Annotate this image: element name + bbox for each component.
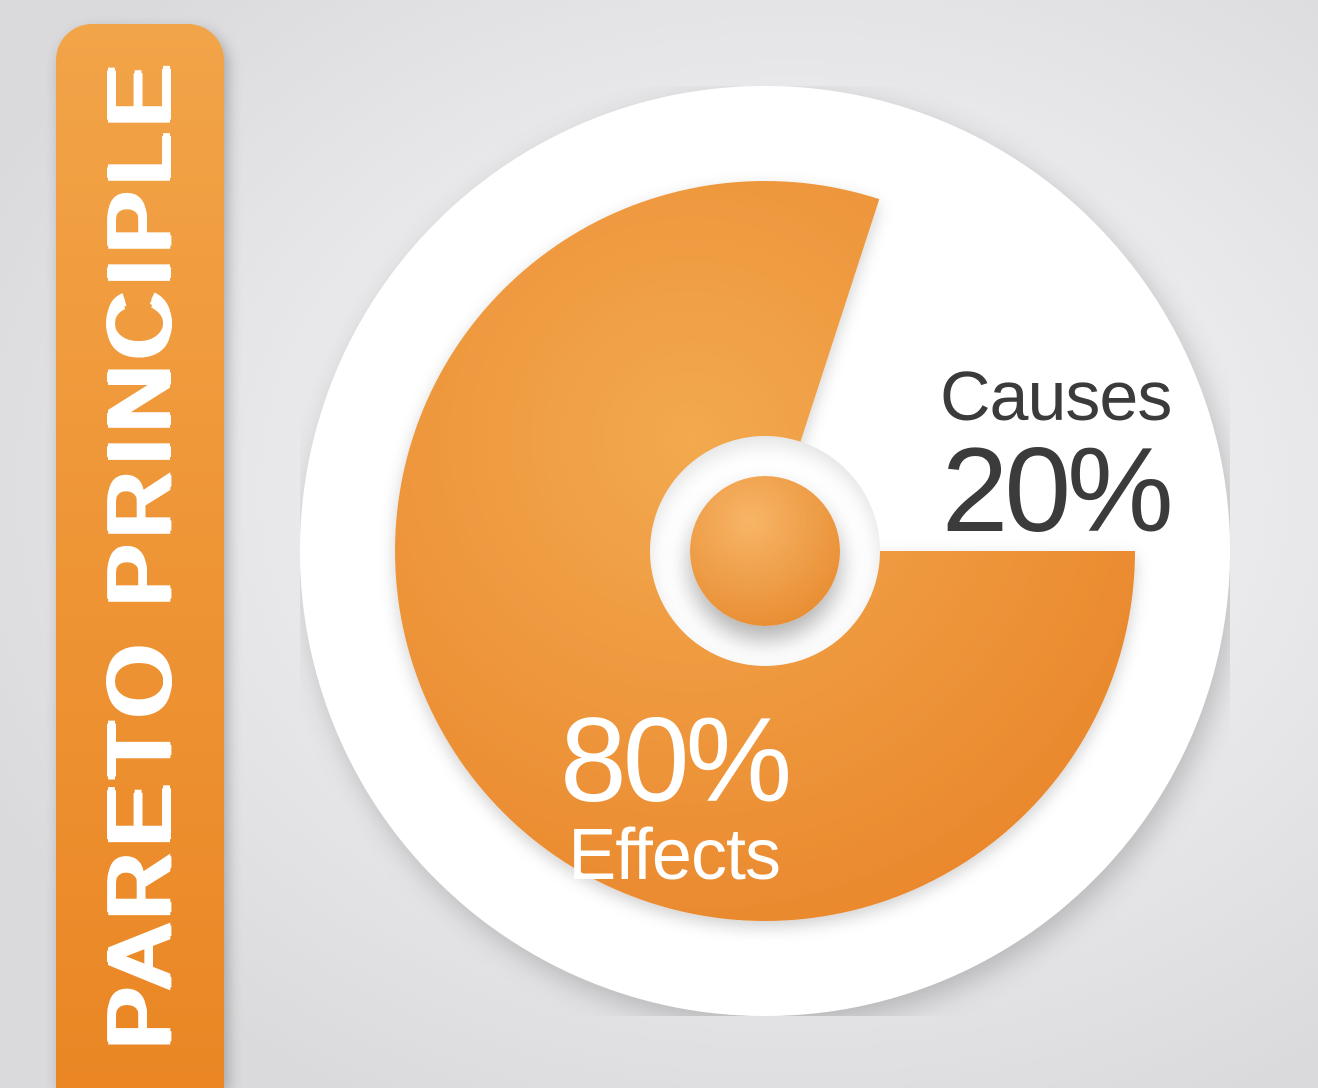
slice-label-causes: Causes 20% (940, 356, 1171, 544)
pareto-donut-chart: Causes 20% 80% Effects (300, 86, 1230, 1016)
infographic-canvas: PARETO PRINCIPLE (0, 0, 1318, 1088)
effects-value: 80% (560, 706, 788, 814)
center-dot (690, 476, 840, 626)
title-side-tab: PARETO PRINCIPLE (56, 24, 224, 1088)
effects-name: Effects (560, 814, 788, 896)
infographic-title: PARETO PRINCIPLE (95, 18, 185, 1088)
slice-label-effects: 80% Effects (560, 706, 788, 896)
causes-value: 20% (940, 436, 1171, 544)
